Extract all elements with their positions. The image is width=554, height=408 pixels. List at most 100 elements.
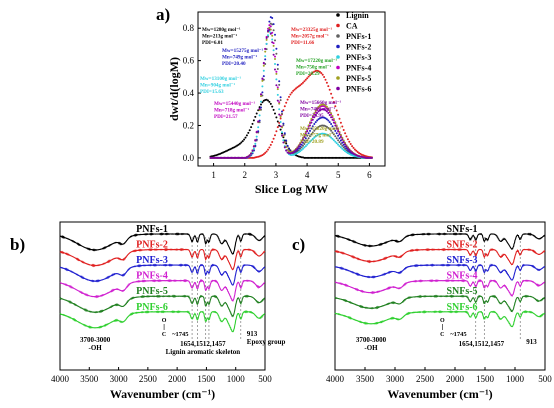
panel-a-point <box>282 124 285 127</box>
panel-a-point <box>344 156 347 159</box>
panel-a-point <box>335 137 338 140</box>
panel-a-point <box>324 117 327 120</box>
panel-b-carbonyl-o: O <box>162 318 167 324</box>
panel-a-point <box>282 122 285 125</box>
panel-a-point <box>216 156 219 159</box>
panel-a-point <box>309 135 311 138</box>
legend-marker <box>336 34 340 38</box>
panel-a-point <box>260 106 262 109</box>
panel-a-annotation: Mw=1280g mol⁻¹ <box>202 27 241 33</box>
panel-a-annotation: Mn=749g mol⁻¹ <box>222 55 258 61</box>
panel-a-point <box>313 116 316 119</box>
panel-c-series-label-SNFs-4: SNFs-4 <box>446 271 477 282</box>
panel-a-point <box>269 32 272 35</box>
panel-a-ytick-label: 0.0 <box>183 153 195 163</box>
panel-a-annotation: Mw=15820g mol⁻¹ <box>300 126 342 132</box>
panel-a-point <box>231 156 234 159</box>
panel-a-point <box>318 70 321 73</box>
panel-a-point <box>250 152 253 155</box>
panel-a-point <box>272 29 275 32</box>
panel-a-point <box>335 156 338 159</box>
panel-a-point <box>325 105 328 108</box>
legend-marker <box>336 13 340 17</box>
panel-a-point <box>272 108 275 111</box>
panel-a-annotation: Mn=757g mol⁻¹ <box>300 133 336 139</box>
panel-a-point <box>213 156 216 159</box>
panel-a-point <box>335 142 338 145</box>
panel-c-spectrum-SNFs-6 <box>334 310 546 328</box>
panel-a-point <box>262 75 265 78</box>
panel-a-point <box>271 34 274 37</box>
legend-marker <box>336 76 340 80</box>
panel-a-point <box>275 52 278 55</box>
panel-a-point <box>332 139 335 142</box>
panel-c-xtick-label: 4000 <box>326 374 345 384</box>
panel-a-point <box>321 156 324 159</box>
panel-a-point <box>307 75 310 78</box>
panel-a-point <box>369 156 372 159</box>
panel-a-point <box>293 88 296 91</box>
panel-a-point <box>234 156 237 159</box>
panel-a-point <box>303 146 306 149</box>
panel-a-point <box>240 156 243 159</box>
panel-a-point <box>276 63 279 66</box>
panel-a-point <box>327 156 330 159</box>
panel-a-point <box>356 151 359 153</box>
panel-a-point <box>262 61 265 64</box>
panel-a-point <box>281 112 283 115</box>
panel-a-point <box>252 145 255 148</box>
panel-a-point <box>316 156 319 159</box>
panel-a-point <box>327 127 330 129</box>
panel-a-point <box>331 125 334 128</box>
panel-a-point <box>252 147 255 150</box>
panel-c-series-label-SNFs-6: SNFs-6 <box>446 302 477 313</box>
panel-a-point <box>285 149 288 152</box>
panel-a-point <box>296 147 299 150</box>
panel-a-point <box>324 109 327 112</box>
panel-a-point <box>240 141 243 144</box>
panel-a-point <box>269 25 272 28</box>
panel-b-xlabel: Wavenumber (cm⁻¹) <box>110 387 215 401</box>
panel-a-point <box>339 156 342 159</box>
panel-b-xtick-label: 3000 <box>110 374 129 384</box>
panel-a-point <box>255 112 258 115</box>
panel-a-xtick-label: 3 <box>274 170 279 180</box>
legend-marker <box>336 65 340 70</box>
panel-a-point <box>264 58 267 61</box>
panel-a-point <box>275 78 278 81</box>
panel-a-point <box>276 99 279 102</box>
panel-a-point <box>302 81 304 84</box>
panel-a-annotation: PDI=21.57 <box>214 114 238 120</box>
panel-a-point <box>255 135 258 138</box>
panel-a-point <box>257 120 260 123</box>
panel-a-point <box>316 112 319 114</box>
panel-a-point <box>325 81 328 84</box>
panel-a-point <box>219 156 222 159</box>
panel-a-point <box>311 118 314 121</box>
panel-a-point <box>285 101 288 104</box>
panel-c-spectrum-SNFs-2 <box>334 247 546 266</box>
panel-a-xlabel: Slice Log MW <box>255 182 328 196</box>
panel-a-point <box>236 156 239 159</box>
panel-a-point <box>311 125 314 128</box>
panel-a-point <box>337 113 340 116</box>
panel-a-point <box>324 156 327 159</box>
panel-a-point <box>276 120 279 123</box>
panel-a-point <box>325 125 328 128</box>
panel-a-point <box>324 78 327 81</box>
panel-a-point <box>316 107 319 110</box>
panel-b-spectrum-PNFs-5 <box>59 294 265 318</box>
panel-a-point <box>281 110 283 113</box>
panel-a-point <box>264 151 267 154</box>
panel-b-annotation: ~1745 <box>172 331 189 338</box>
panel-a-annotation: PDI=20.95 <box>300 113 324 119</box>
panel-a-point <box>269 143 272 146</box>
panel-a-point <box>304 133 307 136</box>
panel-a-point <box>264 55 267 58</box>
panel-b-series-label-PNFs-6: PNFs-6 <box>136 302 168 313</box>
panel-b-spectrum-PNFs-6 <box>59 310 266 333</box>
panel-b-xtick-label: 500 <box>258 374 272 384</box>
panel-a-point <box>311 137 314 140</box>
panel-c-series-label-SNFs-2: SNFs-2 <box>446 240 477 251</box>
panel-a-point <box>248 129 251 132</box>
